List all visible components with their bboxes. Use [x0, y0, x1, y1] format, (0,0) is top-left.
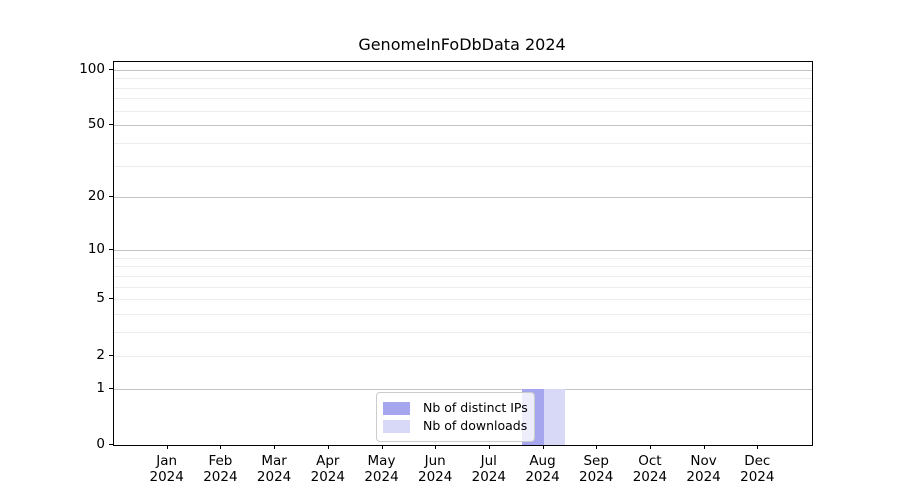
y-tick-mark	[109, 298, 113, 300]
legend-item-downloads: Nb of downloads	[383, 418, 528, 434]
x-tick-label: Jan 2024	[149, 453, 184, 485]
y-tick-mark	[109, 196, 113, 198]
x-tick-label: Nov 2024	[686, 453, 721, 485]
gridline-minor	[114, 98, 812, 100]
y-tick-label: 20	[87, 188, 105, 205]
x-tick-mark	[435, 445, 437, 449]
x-tick-mark	[166, 445, 168, 449]
gridline-minor	[114, 143, 812, 144]
gridline-minor	[114, 78, 812, 80]
x-tick-mark	[596, 445, 598, 449]
x-tick-mark	[274, 445, 276, 449]
x-tick-mark	[488, 445, 490, 449]
gridline-minor	[114, 286, 812, 288]
x-tick-label: Jun 2024	[418, 453, 453, 485]
legend-label-downloads: Nb of downloads	[423, 418, 528, 433]
y-tick-label: 10	[87, 241, 105, 257]
gridline-minor	[114, 165, 812, 167]
y-tick-mark	[109, 68, 113, 70]
y-tick-label: 5	[96, 290, 105, 307]
gridline-major	[114, 250, 812, 251]
legend-label-distinct-ips: Nb of distinct IPs	[423, 400, 528, 415]
y-tick-label: 0	[96, 436, 105, 452]
y-tick-mark	[109, 354, 113, 356]
gridline-minor	[114, 257, 812, 259]
bar-downloads	[543, 388, 565, 445]
y-tick-label: 2	[96, 346, 105, 363]
y-tick-mark	[109, 387, 113, 389]
x-tick-label: Feb 2024	[203, 453, 238, 485]
x-tick-mark	[703, 445, 705, 449]
x-tick-mark	[220, 445, 222, 449]
y-tick-label: 50	[87, 116, 105, 133]
x-tick-mark	[757, 445, 759, 449]
x-tick-label: Oct 2024	[632, 453, 668, 485]
y-tick-mark	[109, 124, 113, 126]
x-tick-label: Jul 2024	[471, 453, 506, 485]
y-tick-mark	[109, 249, 113, 250]
x-tick-label: Apr 2024	[310, 453, 345, 485]
gridline-minor	[114, 314, 812, 316]
gridline-major	[114, 197, 812, 199]
legend: Nb of distinct IPs Nb of downloads	[376, 392, 535, 442]
gridline-minor	[114, 299, 812, 301]
gridline-minor	[114, 266, 812, 268]
chart-title: GenomeInFoDbData 2024	[358, 35, 566, 54]
y-tick-label: 1	[96, 379, 105, 396]
gridline-minor	[114, 332, 812, 334]
x-tick-label: May 2024	[364, 453, 399, 485]
gridline-major	[114, 69, 812, 71]
gridline-minor	[114, 110, 812, 112]
gridline-major	[114, 388, 812, 390]
legend-item-distinct-ips: Nb of distinct IPs	[383, 400, 528, 416]
x-tick-label: Dec 2024	[740, 453, 775, 485]
x-tick-mark	[381, 445, 383, 449]
x-tick-mark	[649, 445, 651, 449]
gridline-minor	[114, 87, 812, 89]
gridline-minor	[114, 355, 812, 357]
y-tick-label: 100	[79, 60, 105, 77]
x-tick-mark	[327, 445, 329, 449]
y-tick-mark	[109, 444, 113, 445]
legend-swatch-downloads-icon	[383, 419, 410, 433]
x-tick-mark	[542, 445, 544, 449]
plot-area	[113, 61, 813, 446]
legend-swatch-distinct-ips-icon	[383, 401, 410, 415]
x-tick-label: Aug 2024	[525, 453, 560, 485]
x-tick-label: Mar 2024	[256, 453, 292, 485]
gridline-major	[114, 125, 812, 127]
gridline-minor	[114, 275, 812, 277]
x-tick-label: Sep 2024	[579, 453, 614, 485]
